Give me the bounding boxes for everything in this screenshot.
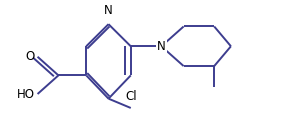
Text: HO: HO: [17, 87, 35, 101]
Text: N: N: [104, 4, 113, 17]
Text: Cl: Cl: [125, 90, 137, 103]
Text: N: N: [157, 40, 166, 53]
Text: O: O: [26, 50, 35, 63]
